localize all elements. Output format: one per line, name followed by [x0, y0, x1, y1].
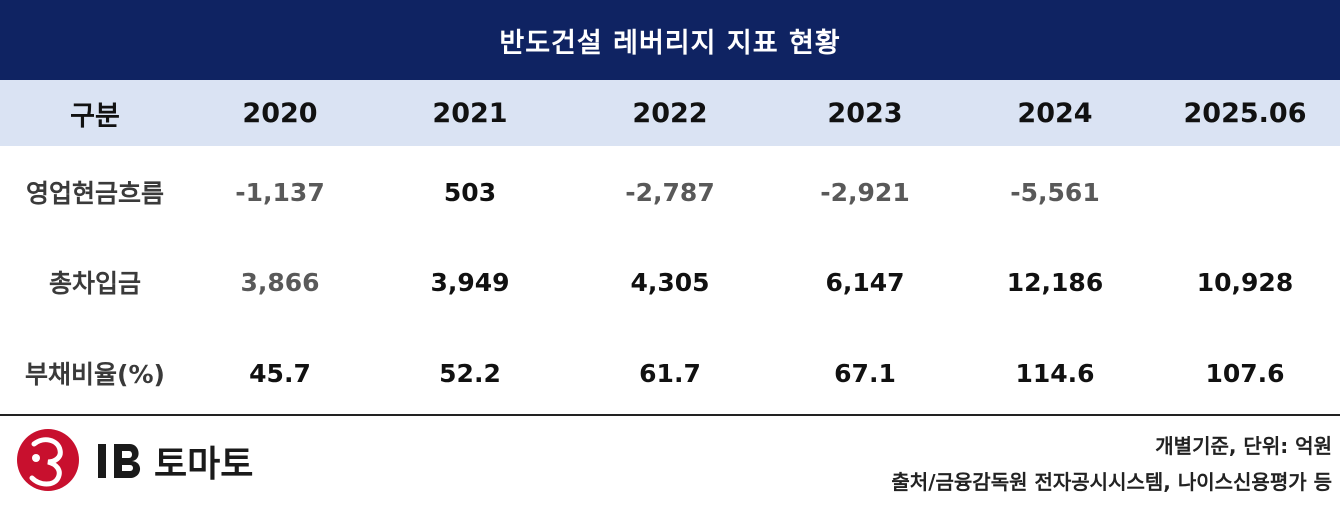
table-cell: 107.6 — [1205, 358, 1285, 388]
table-cell — [1150, 160, 1340, 224]
table-title: 반도건설 레버리지 지표 현황 — [0, 0, 1340, 80]
row-label: 영업현금흐름 — [25, 179, 164, 208]
header-cell-2020: 2020 — [242, 97, 318, 129]
table-cell: 45.7 — [249, 358, 311, 388]
table-bottom-divider — [0, 414, 1340, 416]
table-cell: 61.7 — [639, 358, 701, 388]
header-cell-2021: 2021 — [432, 97, 508, 129]
header-cell-category: 구분 — [70, 100, 120, 132]
table-cell: 4,305 — [630, 267, 710, 297]
table-cell: 6,147 — [825, 267, 905, 297]
header-cell-2025-06: 2025.06 — [1183, 97, 1307, 129]
unit-note: 개별기준, 단위: 억원 — [1155, 434, 1332, 458]
row-label: 부채비율(%) — [25, 360, 165, 389]
table-cell: 10,928 — [1196, 267, 1294, 297]
header-cell-2024: 2024 — [1017, 97, 1093, 129]
table-cell: -1,137 — [235, 177, 325, 207]
table-cell: 67.1 — [834, 358, 896, 388]
table-cell: 52.2 — [439, 358, 501, 388]
ib-tomato-logo-icon: 토마토 — [17, 429, 253, 491]
source-note: 출처/금융감독원 전자공시시스템, 나이스신용평가 등 — [891, 470, 1332, 494]
table-cell: -2,921 — [820, 177, 910, 207]
header-cell-2023: 2023 — [827, 97, 903, 129]
table-header-row: 구분 2020 2021 2022 2023 2024 2025.06 — [0, 80, 1340, 146]
table-cell: -2,787 — [625, 177, 715, 207]
table-cell: 503 — [443, 177, 497, 207]
table-cell: 3,866 — [240, 267, 320, 297]
table-cell: -5,561 — [1010, 177, 1100, 207]
table-cell: 3,949 — [430, 267, 510, 297]
header-cell-2022: 2022 — [632, 97, 708, 129]
table-cell: 12,186 — [1006, 267, 1104, 297]
logo-text: 토마토 — [154, 444, 253, 485]
table-cell: 114.6 — [1015, 358, 1095, 388]
ib-tomato-logo: 토마토 — [14, 426, 314, 496]
row-label: 총차입금 — [48, 269, 141, 298]
